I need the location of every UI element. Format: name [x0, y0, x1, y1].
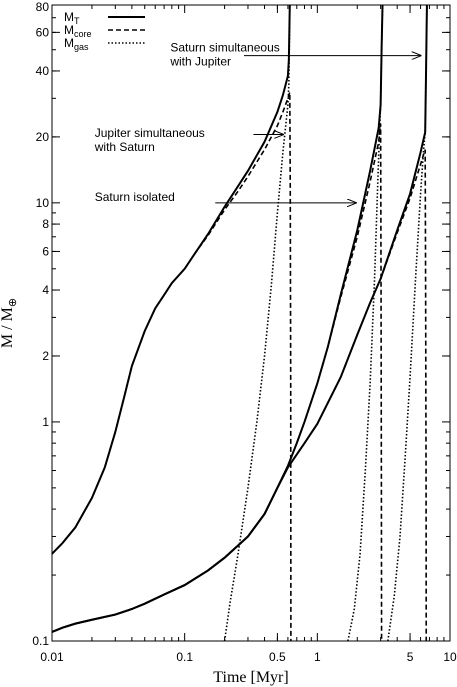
x-tick-label: 0.5 [269, 650, 286, 664]
y-tick-label: 40 [36, 64, 50, 78]
annotation-text-line: Saturn isolated [95, 190, 175, 204]
y-tick-label: 4 [42, 283, 49, 297]
annotation-3: Saturn isolated [95, 190, 356, 204]
x-tick-label: 0.1 [176, 650, 193, 664]
series-line-4 [51, 4, 384, 633]
series-line-6 [347, 4, 384, 642]
legend-entry-1: MT [64, 10, 145, 26]
y-tick-label: 2 [42, 349, 49, 363]
legend-label: MT [64, 10, 80, 26]
legend-entry-3: Mgas [64, 36, 145, 52]
x-axis-title: Time [Myr] [213, 669, 288, 686]
annotation-text-line: Jupiter simultaneous [95, 126, 205, 140]
series-line-5 [51, 123, 383, 642]
legend-label: Mgas [64, 36, 89, 52]
y-tick-label: 60 [36, 25, 50, 39]
series-layer [51, 4, 428, 642]
y-axis-title: M / M⊕ [0, 298, 19, 348]
plot-frame [51, 4, 451, 642]
legend-entry-2: Mcore [64, 23, 145, 39]
series-line-2 [51, 91, 292, 642]
ticks-layer: 0.01 0.1 0.5 1 5 10 0.1 1 2 4 6 8 10 20 40 60 80 [32, 0, 457, 664]
x-tick-label: 5 [407, 650, 414, 664]
series-line-1 [51, 4, 291, 555]
series-line-3 [223, 4, 291, 642]
y-axis-title-sub: ⊕ [7, 298, 19, 307]
series-line-9 [387, 4, 428, 642]
annotation-text-line: with Saturn [94, 140, 155, 154]
y-tick-label: 6 [42, 244, 49, 258]
annotation-text-line: with Jupiter [169, 55, 231, 69]
y-tick-label: 20 [36, 130, 50, 144]
y-tick-label: 10 [36, 196, 50, 210]
y-tick-label: 1 [42, 415, 49, 429]
series-line-8 [51, 149, 428, 642]
series-line-7 [51, 4, 428, 633]
y-axis-title-main: M / M [0, 307, 16, 348]
annotation-text-line: Saturn simultaneous [170, 41, 279, 55]
legend-label: Mcore [64, 23, 92, 39]
y-tick-label: 80 [36, 0, 50, 14]
y-tick-label: 8 [42, 217, 49, 231]
x-tick-label: 0.01 [40, 650, 64, 664]
x-tick-label: 1 [314, 650, 321, 664]
y-tick-label: 0.1 [32, 634, 49, 648]
x-tick-label: 10 [443, 650, 457, 664]
